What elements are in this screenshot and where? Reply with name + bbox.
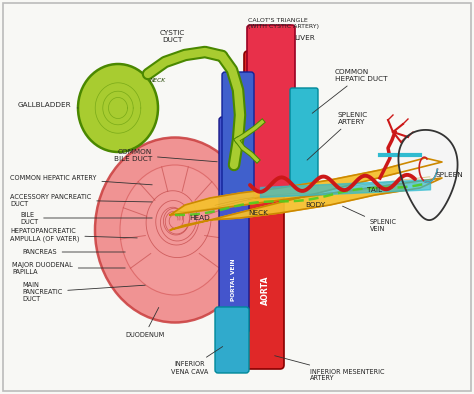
Text: SPLENIC
ARTERY: SPLENIC ARTERY [307, 112, 368, 160]
Ellipse shape [120, 165, 230, 295]
Polygon shape [399, 130, 457, 220]
Text: NECK: NECK [150, 78, 166, 82]
Text: CYSTIC
DUCT: CYSTIC DUCT [159, 30, 185, 43]
Text: BILE
DUCT: BILE DUCT [20, 212, 152, 225]
FancyBboxPatch shape [219, 117, 249, 333]
Polygon shape [170, 158, 442, 230]
FancyBboxPatch shape [247, 25, 295, 196]
Text: MAIN
PANCREATIC
DUCT: MAIN PANCREATIC DUCT [22, 282, 145, 302]
Text: GALLBLADDER: GALLBLADDER [18, 102, 78, 108]
Text: BODY: BODY [305, 202, 325, 208]
Text: COMMON
HEPATIC DUCT: COMMON HEPATIC DUCT [312, 69, 388, 113]
Text: ACCESSORY PANCREATIC
DUCT: ACCESSORY PANCREATIC DUCT [10, 193, 152, 206]
Text: SPLEEN: SPLEEN [435, 172, 463, 178]
Text: INFERIOR
VENA CAVA: INFERIOR VENA CAVA [171, 347, 223, 375]
Text: HEAD: HEAD [190, 215, 210, 221]
Text: AORTA: AORTA [261, 275, 270, 305]
Text: PANCREAS: PANCREAS [22, 249, 125, 255]
Ellipse shape [78, 64, 158, 152]
Text: LIVER: LIVER [295, 35, 315, 41]
FancyBboxPatch shape [244, 51, 284, 369]
Text: TAIL: TAIL [367, 187, 383, 193]
Text: PORTAL VEIN: PORTAL VEIN [231, 259, 237, 301]
Text: NECK: NECK [248, 210, 268, 216]
FancyBboxPatch shape [222, 72, 254, 198]
Text: DUODENUM: DUODENUM [125, 307, 164, 338]
Text: CALOT'S TRIANGLE
(WITH CYSTIC ARTERY): CALOT'S TRIANGLE (WITH CYSTIC ARTERY) [248, 18, 319, 29]
FancyBboxPatch shape [290, 88, 318, 197]
Ellipse shape [95, 138, 255, 323]
Text: COMMON HEPATIC ARTERY: COMMON HEPATIC ARTERY [10, 175, 152, 185]
Text: SPLENIC
VEIN: SPLENIC VEIN [343, 206, 397, 232]
FancyBboxPatch shape [215, 307, 249, 373]
Text: COMMON
BILE DUCT: COMMON BILE DUCT [114, 149, 217, 162]
Text: HEPATOPANCREATIC
AMPULLA (OF VATER): HEPATOPANCREATIC AMPULLA (OF VATER) [10, 228, 137, 242]
Text: MAJOR DUODENAL
PAPILLA: MAJOR DUODENAL PAPILLA [12, 262, 125, 275]
Text: INFERIOR MESENTERIC
ARTERY: INFERIOR MESENTERIC ARTERY [275, 356, 384, 381]
